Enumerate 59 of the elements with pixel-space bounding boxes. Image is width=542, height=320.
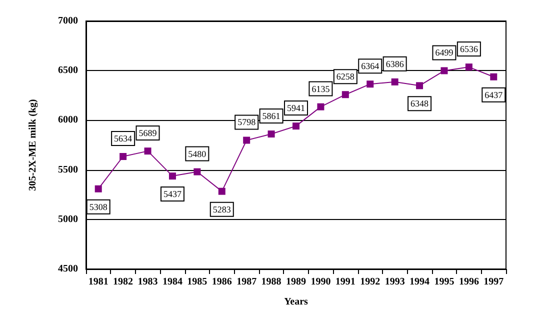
data-label: 5283 [212, 204, 232, 214]
data-label: 6348 [410, 98, 430, 109]
data-label: 5798 [238, 117, 256, 128]
x-tick-label: 1985 [187, 276, 208, 288]
point [490, 73, 498, 80]
x-tick-label: 1992 [360, 276, 380, 288]
data-label: 5437 [163, 189, 182, 200]
x-tick-label: 1983 [138, 276, 158, 288]
point [391, 78, 398, 86]
point [465, 64, 472, 71]
x-tick-label: 1990 [310, 276, 331, 288]
point [144, 148, 152, 155]
point [243, 136, 250, 144]
point [416, 82, 424, 90]
point [366, 80, 374, 88]
point [168, 172, 176, 180]
x-tick-label: 1993 [384, 276, 405, 288]
data-label: 6437 [484, 90, 504, 100]
point [218, 188, 226, 195]
point [292, 122, 300, 130]
data-label: 5634 [114, 134, 133, 144]
point [440, 67, 448, 74]
data-label: 5689 [138, 128, 158, 138]
y-tick-label: 6500 [58, 65, 78, 76]
point [94, 185, 102, 192]
x-tick-label: 1988 [261, 276, 282, 288]
y-axis-title: 305-2X-ME milk (kg) [28, 99, 38, 191]
data-label: 5308 [89, 202, 108, 212]
data-label: 6536 [460, 44, 478, 54]
y-tick-label: 6000 [58, 114, 78, 126]
point [268, 130, 275, 138]
x-axis-title: Years [284, 296, 308, 308]
data-label: 6135 [312, 84, 330, 94]
y-tick-label: 7000 [58, 16, 78, 26]
x-tick-label: 1994 [410, 276, 430, 288]
data-label: 6499 [435, 48, 454, 58]
point [120, 153, 127, 160]
y-tick-label: 5000 [58, 214, 78, 225]
x-tick-label: 1995 [434, 276, 454, 288]
point [194, 168, 201, 176]
x-tick-label: 1984 [162, 276, 182, 288]
data-label: 5941 [287, 103, 305, 114]
data-label: 6386 [386, 58, 404, 69]
data-label: 5480 [188, 148, 207, 159]
y-tick-label: 5500 [58, 164, 78, 176]
x-tick-label: 1987 [236, 276, 257, 288]
data-label: 6258 [336, 72, 355, 82]
x-tick-label: 1991 [335, 276, 356, 288]
data-label: 6364 [361, 61, 380, 72]
x-tick-label: 1989 [286, 276, 306, 288]
point [317, 103, 324, 110]
y-tick-label: 4500 [58, 264, 78, 274]
point [342, 91, 349, 98]
x-tick-label: 1997 [484, 276, 504, 288]
x-tick-label: 1982 [113, 276, 134, 288]
x-tick-label: 1986 [212, 276, 232, 288]
data-label: 5861 [262, 110, 280, 121]
x-tick-label: 1996 [458, 276, 479, 288]
x-tick-label: 1981 [88, 276, 108, 288]
